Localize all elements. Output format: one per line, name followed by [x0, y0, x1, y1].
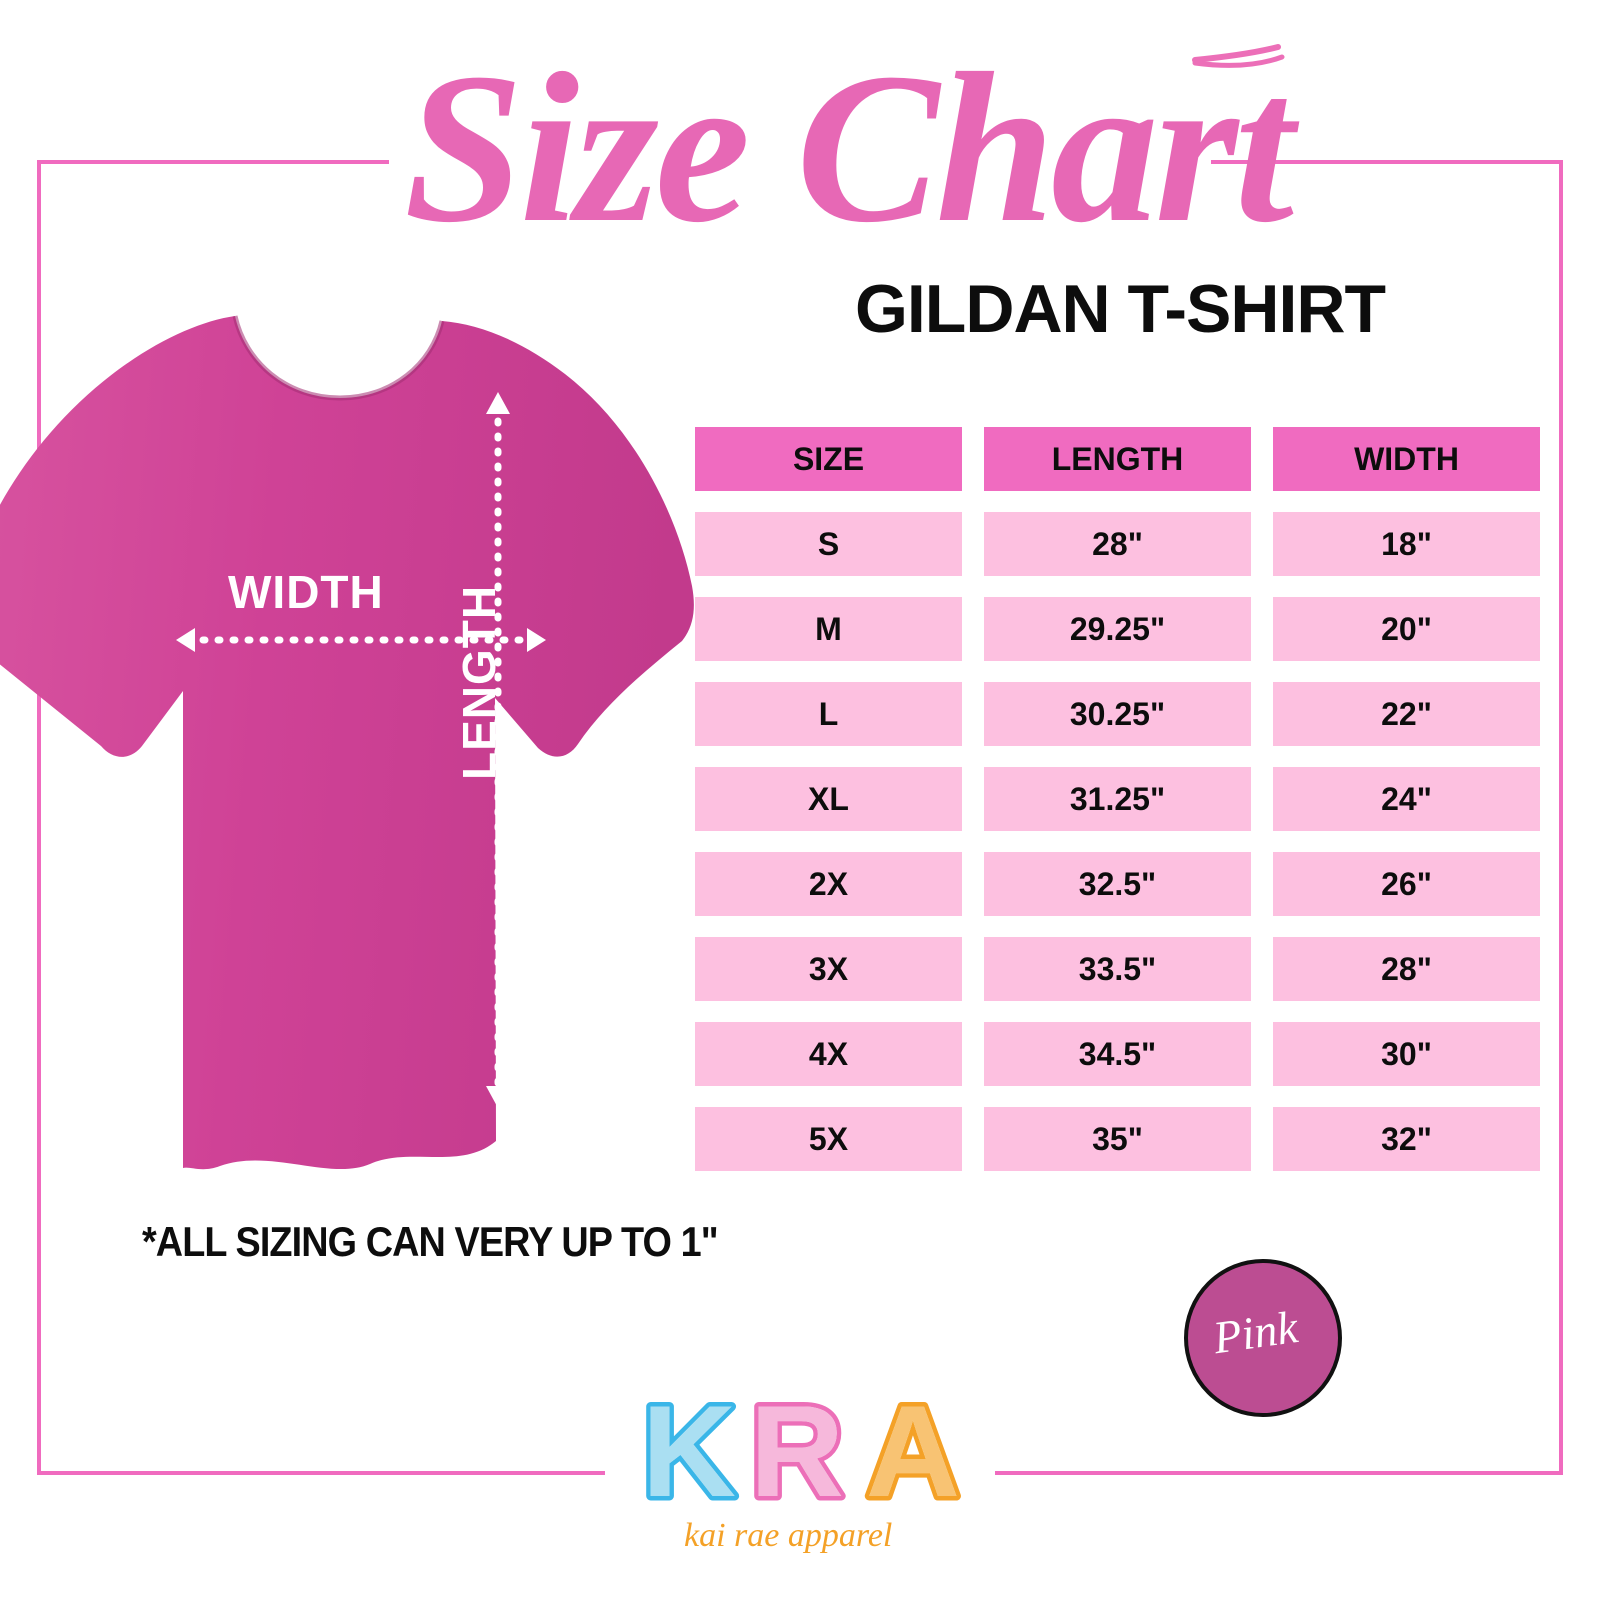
svg-text:K: K: [642, 1378, 736, 1524]
svg-text:A: A: [866, 1378, 960, 1524]
svg-text:Size Chart: Size Chart: [404, 28, 1300, 267]
svg-text:R: R: [750, 1378, 844, 1524]
svg-text:Pink: Pink: [1209, 1301, 1302, 1364]
svg-text:kai rae apparel: kai rae apparel: [684, 1517, 892, 1554]
